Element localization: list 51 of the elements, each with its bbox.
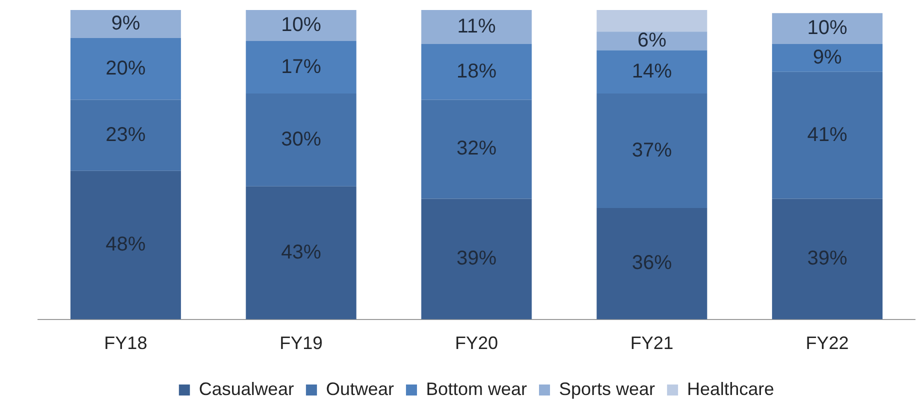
bar (596, 50, 708, 94)
data-label: 37% (632, 139, 672, 162)
bar (772, 72, 883, 199)
bar (246, 10, 356, 41)
bar (596, 208, 708, 320)
data-label: 41% (807, 124, 848, 146)
data-label: 9% (111, 12, 140, 34)
bar (421, 198, 532, 320)
data-label: 23% (106, 124, 146, 146)
bar (421, 100, 532, 199)
data-label: 30% (281, 128, 322, 150)
legend-label: Outwear (326, 378, 394, 399)
bar (70, 170, 181, 320)
data-label: 43% (281, 241, 322, 264)
bar (70, 38, 181, 100)
x-tick-label: FY18 (104, 333, 148, 354)
data-label: 32% (456, 138, 497, 160)
data-label: 9% (812, 46, 842, 68)
bar (70, 100, 181, 171)
data-label: 6% (637, 29, 667, 52)
x-tick-label: FY21 (630, 333, 674, 354)
bar (596, 10, 708, 32)
data-label: 36% (632, 252, 672, 274)
legend-label: Sports wear (559, 378, 656, 399)
bar (596, 94, 708, 208)
data-label: 14% (632, 60, 672, 82)
bar (421, 44, 532, 100)
bar (70, 10, 181, 38)
data-label: 39% (807, 248, 848, 270)
bar (246, 186, 356, 320)
bar (421, 10, 532, 44)
legend-label: Bottom wear (426, 378, 528, 399)
data-label: 11% (457, 16, 496, 38)
data-label: 10% (807, 17, 848, 40)
data-label: 10% (281, 14, 322, 36)
data-label: 48% (106, 234, 146, 256)
data-label: 17% (281, 56, 322, 78)
x-tick-label: FY19 (280, 333, 323, 354)
bar (772, 13, 883, 44)
data-label: 39% (456, 248, 497, 270)
bar (772, 198, 883, 320)
bar (596, 32, 708, 50)
data-label: 18% (456, 60, 497, 82)
bar (246, 40, 356, 94)
legend-label: Healthcare (687, 378, 774, 399)
bar (246, 94, 356, 186)
bar (772, 44, 883, 72)
x-tick-label: FY20 (454, 333, 498, 354)
data-label: 20% (106, 57, 146, 80)
legend-label: Casualwear (198, 378, 294, 399)
x-tick-label: FY22 (806, 333, 849, 354)
